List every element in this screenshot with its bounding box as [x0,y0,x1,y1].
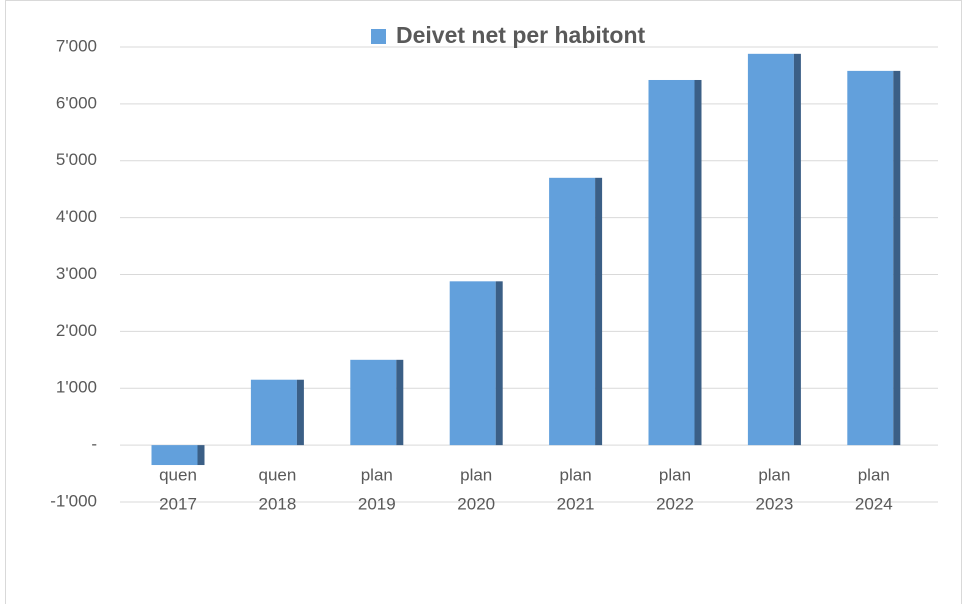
x-tick-label: 2017 [159,494,197,513]
y-tick-label: 6'000 [56,93,97,112]
bar-side [595,177,603,446]
bar-side [893,70,901,446]
bar-side [694,79,702,446]
x-tick-label: quen [258,465,296,484]
x-tick-label: plan [460,465,492,484]
x-tick-label: quen [159,465,197,484]
legend-swatch [371,29,386,44]
bar [847,70,894,446]
bar-side [197,445,205,466]
x-tick-label: 2021 [557,494,595,513]
x-tick-label: plan [659,465,691,484]
bar [350,359,397,446]
bar [449,281,496,446]
y-tick-label: -1'000 [50,491,97,510]
bar-side [296,379,304,446]
x-tick-label: 2024 [855,494,893,513]
bar [151,445,198,466]
bar [747,53,794,446]
y-tick-label: 7'000 [56,36,97,55]
bar [648,79,695,446]
y-tick-label: 2'000 [56,321,97,340]
x-tick-label: plan [758,465,790,484]
bar [250,379,297,446]
legend-label: Deivet net per habitont [396,22,646,48]
x-tick-label: 2022 [656,494,694,513]
x-tick-label: plan [560,465,592,484]
bar-side [396,359,404,446]
y-tick-label: - [91,435,97,454]
bar-side [793,53,801,446]
x-tick-label: plan [858,465,890,484]
y-tick-label: 1'000 [56,378,97,397]
x-tick-label: 2023 [755,494,793,513]
y-tick-label: 5'000 [56,150,97,169]
bar [549,177,596,446]
x-tick-label: plan [361,465,393,484]
x-tick-label: 2020 [457,494,495,513]
bar-side [495,281,503,446]
y-tick-label: 3'000 [56,264,97,283]
x-tick-label: 2018 [258,494,296,513]
x-tick-label: 2019 [358,494,396,513]
y-tick-label: 4'000 [56,207,97,226]
